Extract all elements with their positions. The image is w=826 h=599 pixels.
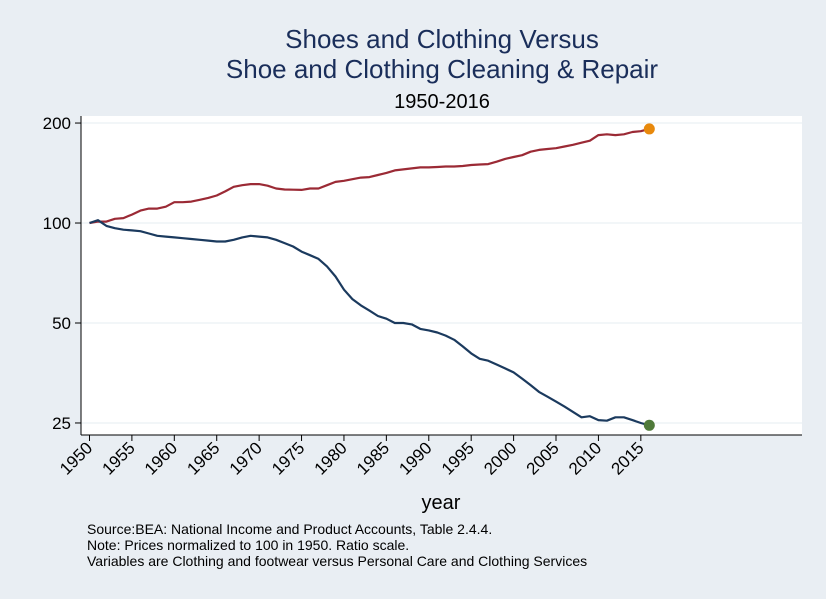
- chart-subtitle: 1950-2016: [394, 91, 490, 113]
- y-axis-ticks: 25 50 100 200: [43, 114, 81, 433]
- x-tick-label-2000: 2000: [480, 438, 520, 478]
- chart-title: Shoes and Clothing Versus: [285, 24, 599, 54]
- x-tick-label-1965: 1965: [183, 438, 223, 478]
- x-tick-label-1985: 1985: [353, 438, 393, 478]
- ratio-note: Note: Prices normalized to 100 in 1950. …: [87, 537, 410, 553]
- y-tick-label-100: 100: [43, 214, 71, 233]
- x-tick-label-1950: 1950: [56, 438, 96, 478]
- x-tick-label-1970: 1970: [226, 438, 266, 478]
- gridlines: [81, 122, 802, 424]
- series-line-2: [89, 219, 650, 427]
- source-note: Source:BEA: National Income and Product …: [87, 521, 493, 537]
- chart-title-line2: Shoe and Clothing Cleaning & Repair: [226, 54, 659, 84]
- plot-area: [81, 116, 802, 435]
- x-tick-label-1975: 1975: [268, 438, 308, 478]
- x-tick-label-1995: 1995: [438, 438, 478, 478]
- series-group: [89, 123, 655, 431]
- x-axis-title: year: [422, 492, 461, 514]
- series-end-marker-2: [643, 419, 655, 431]
- x-tick-label-2015: 2015: [607, 438, 647, 478]
- source-notes: Source:BEA: National Income and Product …: [87, 521, 587, 569]
- y-tick-label-50: 50: [52, 314, 71, 333]
- variables-note: Variables are Clothing and footwear vers…: [87, 553, 588, 569]
- y-tick-label-200: 200: [43, 114, 71, 133]
- x-axis-ticks: 1950 1955 1960 1965 1970 1975 1980 1985 1990 1995…: [56, 435, 648, 479]
- series-end-marker-1: [643, 123, 655, 135]
- x-tick-label-1990: 1990: [395, 438, 435, 478]
- x-tick-label-1955: 1955: [99, 438, 139, 478]
- axes: [80, 116, 802, 436]
- series-line-1: [89, 127, 650, 225]
- y-tick-label-25: 25: [52, 414, 71, 433]
- x-tick-label-1960: 1960: [141, 438, 181, 478]
- x-tick-label-1980: 1980: [311, 438, 351, 478]
- x-tick-label-2010: 2010: [565, 438, 605, 478]
- x-tick-label-2005: 2005: [523, 438, 563, 478]
